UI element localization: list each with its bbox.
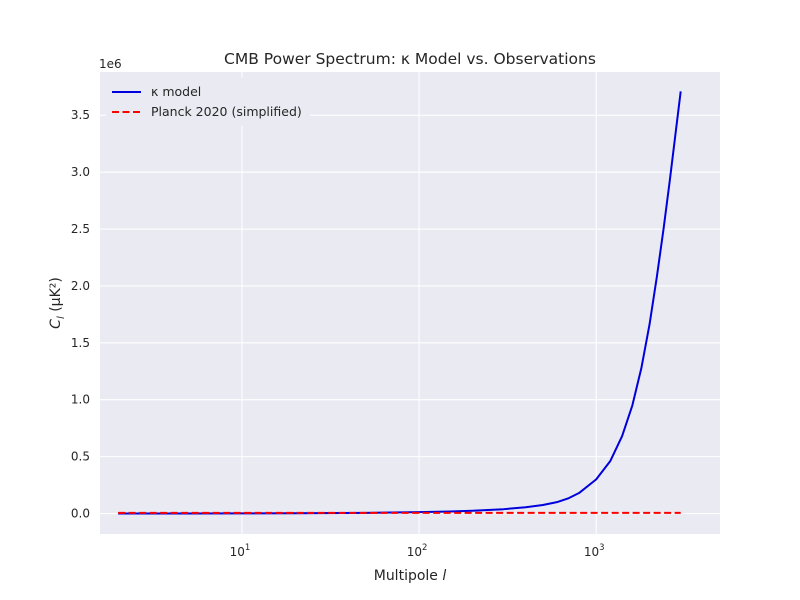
legend: κ model Planck 2020 (simplified)	[106, 78, 310, 126]
chart-title: CMB Power Spectrum: κ Model vs. Observat…	[224, 50, 596, 68]
y-tick-label: 1.5	[71, 336, 90, 350]
y-tick-label: 2.0	[71, 279, 90, 293]
legend-label: Planck 2020 (simplified)	[151, 104, 302, 119]
x-axis-label: Multipole l	[374, 568, 447, 584]
y-tick-label: 2.5	[71, 222, 90, 236]
series-layer	[118, 91, 682, 515]
y-tick-label: 0.0	[71, 507, 90, 521]
legend-box	[106, 78, 310, 126]
y-tick-label: 1.0	[71, 393, 90, 407]
y-tick-label: 3.0	[71, 165, 90, 179]
y-offset-text: 1e6	[99, 57, 122, 71]
legend-label: κ model	[151, 84, 201, 99]
plot-area	[100, 72, 720, 534]
y-axis-label: Cl (μK²)	[48, 277, 67, 329]
y-tick-label: 0.5	[71, 450, 90, 464]
y-tick-label: 3.5	[71, 108, 90, 122]
